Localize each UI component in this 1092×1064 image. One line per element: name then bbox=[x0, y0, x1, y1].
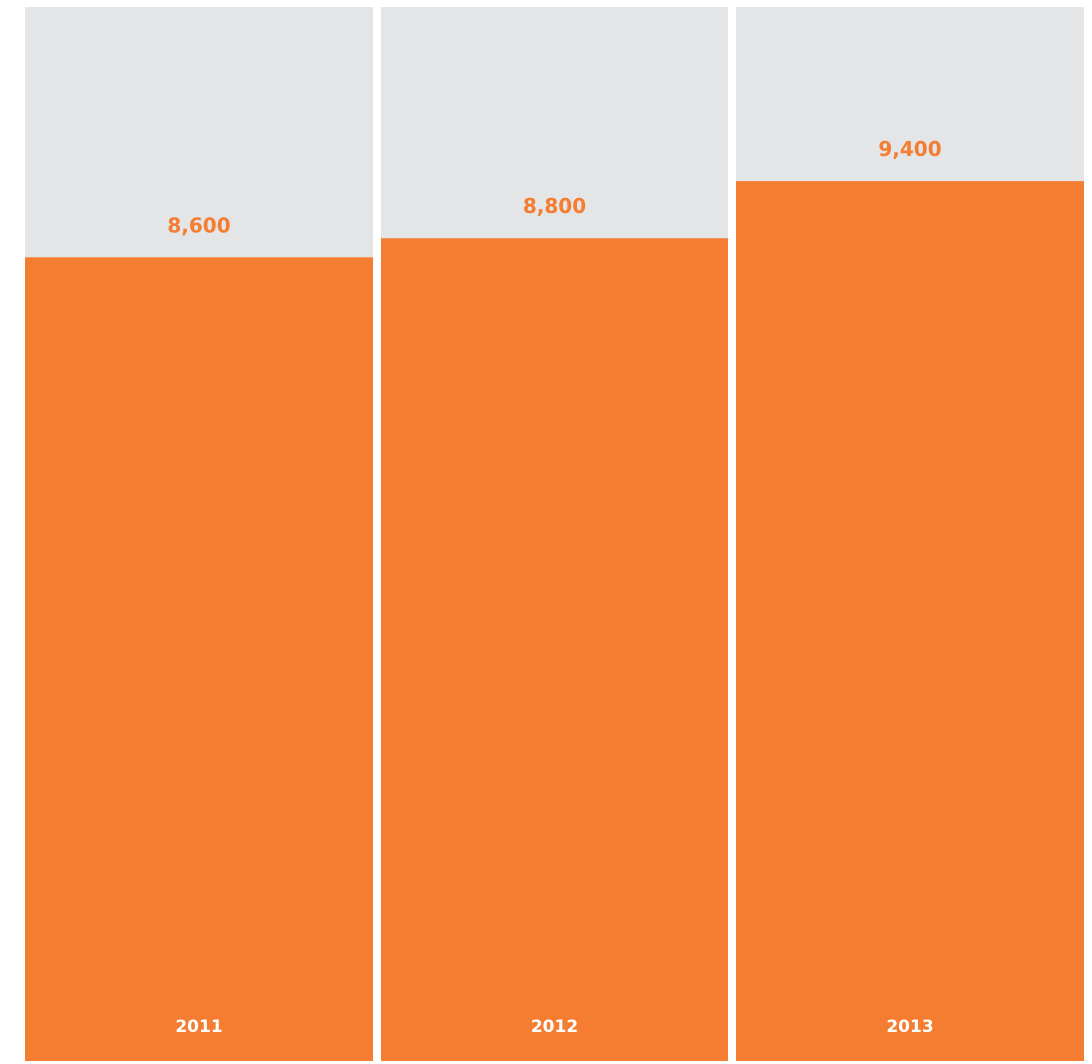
bar-2011 bbox=[25, 257, 373, 1061]
category-label-2013: 2013 bbox=[886, 1017, 933, 1037]
category-label-2012: 2012 bbox=[531, 1017, 578, 1037]
value-label-2011: 8,600 bbox=[167, 213, 230, 237]
value-label-2012: 8,800 bbox=[523, 194, 586, 218]
value-label-2013: 9,400 bbox=[878, 137, 941, 161]
category-label-2011: 2011 bbox=[175, 1017, 222, 1037]
bar-2013 bbox=[736, 181, 1084, 1061]
bar-2012 bbox=[381, 238, 728, 1062]
